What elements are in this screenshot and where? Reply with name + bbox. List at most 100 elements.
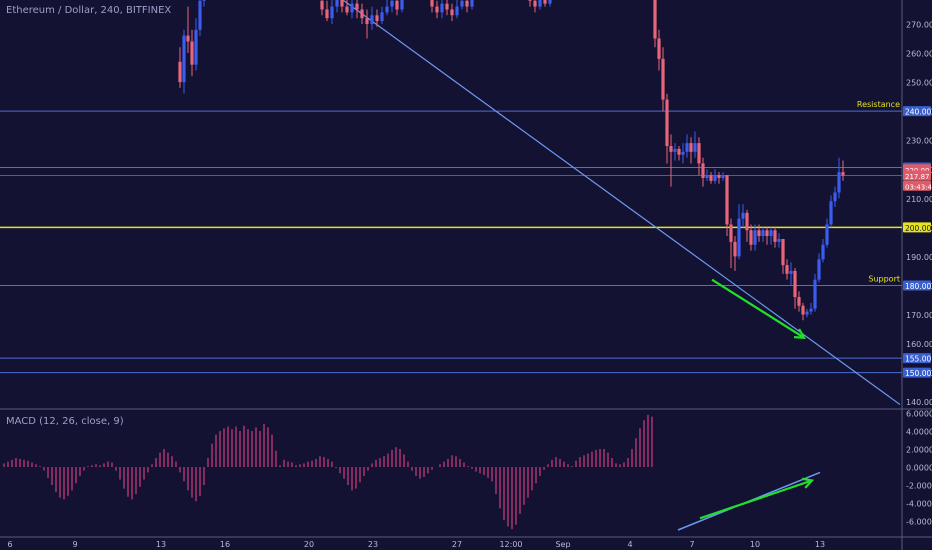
candle-body bbox=[330, 6, 334, 19]
candle-body bbox=[809, 308, 813, 312]
macd-tick-label: 0.0000 bbox=[906, 464, 932, 473]
level-price-label: 155.00 bbox=[905, 355, 931, 364]
candle-body bbox=[693, 143, 697, 152]
candle-body bbox=[365, 18, 369, 24]
candle-body bbox=[753, 230, 757, 245]
candle-body bbox=[701, 163, 705, 178]
level-annotation: Support bbox=[868, 274, 900, 283]
candle-body bbox=[528, 0, 532, 1]
time-tick-label: 10 bbox=[750, 540, 760, 549]
candle-body bbox=[785, 265, 789, 274]
price-marker-box bbox=[903, 170, 931, 181]
candle-body bbox=[705, 175, 709, 178]
candle-body bbox=[548, 0, 552, 4]
candle-body bbox=[769, 230, 773, 237]
level-price-box bbox=[903, 280, 931, 291]
candle-body bbox=[793, 270, 797, 298]
candle-body bbox=[325, 9, 329, 19]
chart-title: Ethereum / Dollar, 240, BITFINEX bbox=[6, 5, 172, 16]
candle-body bbox=[801, 305, 805, 315]
level-price-box bbox=[903, 367, 931, 378]
macd-tick-label: -2.0000 bbox=[906, 482, 932, 491]
candle-body bbox=[737, 218, 741, 257]
level-price-label: 150.00 bbox=[905, 369, 931, 378]
candle-body bbox=[685, 143, 689, 152]
level-price-label: 200.00 bbox=[905, 224, 931, 233]
macd-tick-label: 4.0000 bbox=[906, 428, 932, 437]
price-marker-box bbox=[903, 180, 931, 191]
time-tick-label: 6 bbox=[7, 540, 12, 549]
candle-body bbox=[781, 238, 785, 266]
candle-body bbox=[320, 0, 324, 10]
price-tick-label: 230.00 bbox=[906, 137, 932, 146]
candle-body bbox=[841, 172, 845, 176]
candle-body bbox=[725, 175, 729, 225]
candle-body bbox=[190, 41, 194, 65]
candle-body bbox=[385, 6, 389, 13]
candle-body bbox=[721, 175, 725, 178]
candle-body bbox=[335, 0, 339, 7]
level-price-label: 240.00 bbox=[905, 108, 931, 117]
candle-body bbox=[805, 311, 809, 315]
macd-tick-label: 6.0000 bbox=[906, 410, 932, 419]
price-tick-label: 140.00 bbox=[906, 398, 932, 407]
candle-body bbox=[435, 6, 439, 13]
candle-body bbox=[669, 146, 673, 152]
macd-green-arrow-shaft bbox=[699, 479, 813, 520]
macd-plot bbox=[3, 414, 821, 531]
candle-body bbox=[370, 15, 374, 24]
candle-body bbox=[445, 3, 449, 10]
candle-body bbox=[543, 0, 547, 4]
candle-body bbox=[821, 244, 825, 260]
candle-body bbox=[733, 241, 737, 257]
price-tick-label: 160.00 bbox=[906, 340, 932, 349]
macd-title: MACD (12, 26, close, 9) bbox=[6, 416, 124, 427]
candle-body bbox=[198, 0, 202, 30]
price-tick-label: 270.00 bbox=[906, 21, 932, 30]
candle-body bbox=[450, 9, 454, 16]
candle-body bbox=[375, 15, 379, 22]
candle-body bbox=[345, 6, 349, 13]
candle-body bbox=[380, 12, 384, 22]
candle-body bbox=[186, 35, 190, 42]
level-annotation: Resistance bbox=[857, 100, 900, 109]
macd-tick-label: -6.0000 bbox=[906, 518, 932, 527]
candle-body bbox=[777, 238, 781, 242]
price-plot bbox=[178, 0, 901, 406]
candle-body bbox=[797, 297, 801, 306]
price-tick-label: 260.00 bbox=[906, 50, 932, 59]
candle-body bbox=[395, 0, 399, 10]
level-price-box bbox=[903, 106, 931, 117]
time-tick-label: 13 bbox=[815, 540, 825, 549]
candle-body bbox=[400, 0, 404, 10]
price-green-arrow-shaft bbox=[711, 278, 805, 339]
time-tick-label: 7 bbox=[689, 540, 694, 549]
candle-body bbox=[757, 230, 761, 237]
time-tick-label: 23 bbox=[368, 540, 378, 549]
candle-body bbox=[440, 3, 444, 13]
candle-body bbox=[749, 230, 753, 245]
candle-body bbox=[430, 0, 434, 7]
time-tick-label: 4 bbox=[627, 540, 632, 549]
time-tick-label: 12:00 bbox=[499, 540, 522, 549]
time-tick-label: 13 bbox=[156, 540, 166, 549]
time-tick-label: Sep bbox=[555, 540, 570, 549]
candle-body bbox=[470, 0, 474, 7]
candle-body bbox=[182, 35, 186, 83]
candle-body bbox=[538, 0, 542, 7]
candle-body bbox=[717, 175, 721, 178]
candle-body bbox=[697, 143, 701, 164]
candle-body bbox=[533, 0, 537, 7]
candle-body bbox=[657, 38, 661, 59]
candle-body bbox=[761, 230, 765, 237]
price-marker-label: 03:43:48 bbox=[905, 183, 932, 191]
candle-body bbox=[178, 61, 182, 83]
time-tick-label: 27 bbox=[452, 540, 462, 549]
candle-body bbox=[813, 279, 817, 309]
candle-body bbox=[773, 230, 777, 242]
candle-body bbox=[729, 224, 733, 242]
candle-body bbox=[681, 151, 685, 155]
price-tick-label: 190.00 bbox=[906, 253, 932, 262]
candle-body bbox=[360, 9, 364, 19]
